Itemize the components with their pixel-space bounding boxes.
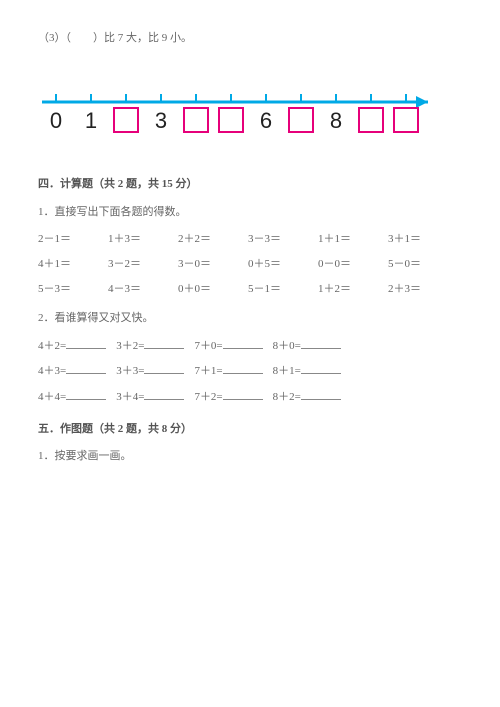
answer-blank (301, 389, 341, 400)
blank-rows-container: 4＋2= 3＋2= 7＋0= 8＋0= 4＋3= 3＋3= 7＋1= 8＋1= 4＋4= 3＋4=… (38, 338, 462, 407)
answer-blank (66, 389, 106, 400)
blank-calc-expr: 8＋2= (273, 391, 301, 403)
answer-blank (144, 338, 184, 349)
calc-cell: 3－3＝ (248, 231, 318, 249)
answer-blank (223, 363, 263, 374)
answer-blank (301, 363, 341, 374)
blank-calc-expr: 4＋4= (38, 391, 66, 403)
calc-cell: 3－2＝ (108, 256, 178, 274)
blank-calc-expr: 3＋3= (116, 365, 144, 377)
calc-cell: 0＋0＝ (178, 281, 248, 299)
answer-blank (144, 363, 184, 374)
calc-cell: 2－1＝ (38, 231, 108, 249)
calc-cell: 3－0＝ (178, 256, 248, 274)
blank-calc-expr: 7＋0= (194, 340, 222, 352)
blank-calc-expr: 7＋1= (194, 365, 222, 377)
calc-row: 5－3＝4－3＝0＋0＝5－1＝1＋2＝2＋3＝ (38, 281, 462, 299)
svg-text:6: 6 (260, 108, 272, 133)
calc-cell: 1＋3＝ (108, 231, 178, 249)
svg-text:1: 1 (85, 108, 97, 133)
section-5-q1: 1．按要求画一画。 (38, 448, 462, 466)
blank-calc-expr: 8＋0= (273, 340, 301, 352)
answer-blank (223, 338, 263, 349)
section-5-title: 五．作图题（共 2 题，共 8 分） (38, 421, 462, 439)
calc-cell: 4－3＝ (108, 281, 178, 299)
calc-cell: 1＋2＝ (318, 281, 388, 299)
answer-blank (223, 389, 263, 400)
answer-blank (66, 363, 106, 374)
calc-cell: 2＋3＝ (388, 281, 458, 299)
section-4-q2-intro: 2．看谁算得又对又快。 (38, 310, 462, 328)
blank-calc-row: 4＋4= 3＋4= 7＋2= 8＋2= (38, 389, 462, 407)
calc-cell: 0－0＝ (318, 256, 388, 274)
blank-calc-row: 4＋2= 3＋2= 7＋0= 8＋0= (38, 338, 462, 356)
section-4-title: 四．计算题（共 2 题，共 15 分） (38, 176, 462, 194)
calculation-rows-container: 2－1＝1＋3＝2＋2＝3－3＝1＋1＝3＋1＝ 4＋1＝3－2＝3－0＝0＋5＝… (38, 231, 462, 298)
number-line-figure: 01 3 6 8 (38, 72, 462, 149)
section-4-q1-intro: 1．直接写出下面各题的得数。 (38, 204, 462, 222)
calc-cell: 5－3＝ (38, 281, 108, 299)
answer-blank (301, 338, 341, 349)
calc-row: 2－1＝1＋3＝2＋2＝3－3＝1＋1＝3＋1＝ (38, 231, 462, 249)
answer-blank (144, 389, 184, 400)
svg-text:8: 8 (330, 108, 342, 133)
blank-calc-expr: 4＋3= (38, 365, 66, 377)
blank-calc-expr: 3＋4= (116, 391, 144, 403)
blank-calc-expr: 4＋2= (38, 340, 66, 352)
number-line-svg: 01 3 6 8 (38, 72, 458, 142)
blank-calc-expr: 8＋1= (273, 365, 301, 377)
answer-blank (66, 338, 106, 349)
calc-cell: 3＋1＝ (388, 231, 458, 249)
calc-cell: 0＋5＝ (248, 256, 318, 274)
blank-calc-expr: 7＋2= (194, 391, 222, 403)
calc-cell: 2＋2＝ (178, 231, 248, 249)
calc-cell: 1＋1＝ (318, 231, 388, 249)
calc-cell: 4＋1＝ (38, 256, 108, 274)
calc-row: 4＋1＝3－2＝3－0＝0＋5＝0－0＝5－0＝ (38, 256, 462, 274)
svg-text:3: 3 (155, 108, 167, 133)
question-3-text: （3）（ ）比 7 大，比 9 小。 (38, 30, 462, 48)
blank-calc-expr: 3＋2= (116, 340, 144, 352)
calc-cell: 5－0＝ (388, 256, 458, 274)
calc-cell: 5－1＝ (248, 281, 318, 299)
blank-calc-row: 4＋3= 3＋3= 7＋1= 8＋1= (38, 363, 462, 381)
svg-text:0: 0 (50, 108, 62, 133)
